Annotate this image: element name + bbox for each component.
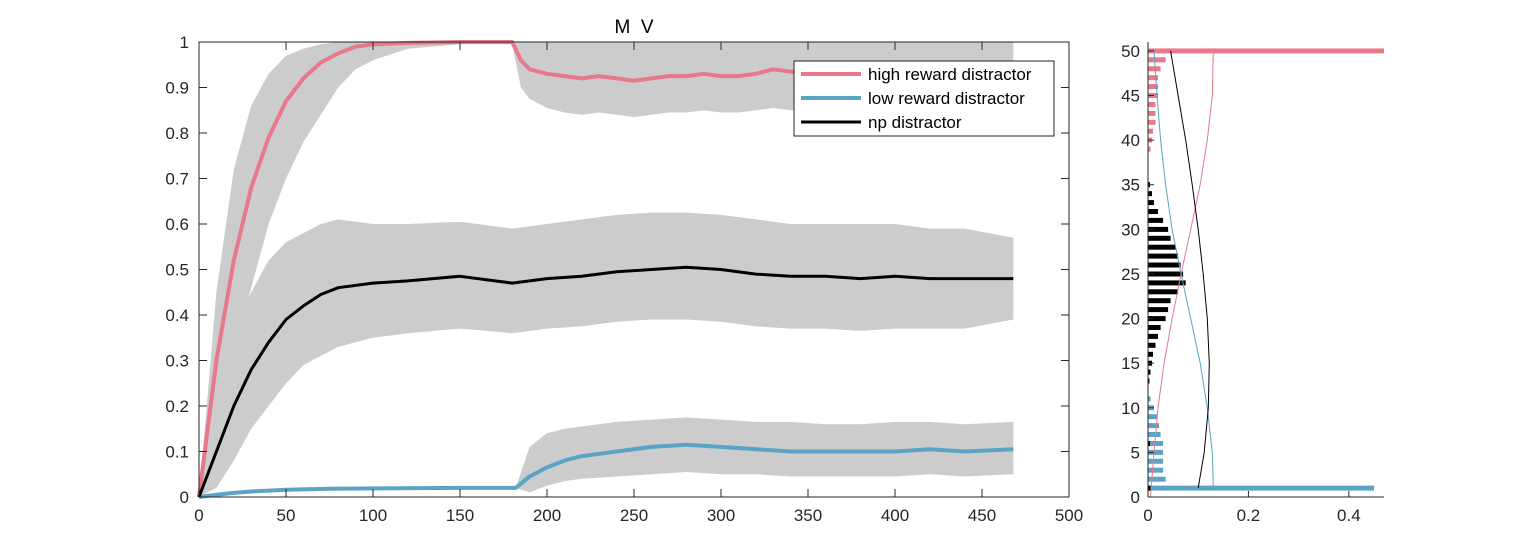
histogram-bar-series-0 <box>1148 48 1384 54</box>
x-tick-label: 350 <box>794 506 822 525</box>
hist-x-tick-label: 0.4 <box>1337 506 1361 525</box>
hist-y-tick-label: 45 <box>1121 87 1140 106</box>
histogram-bar-series-0 <box>1148 57 1166 63</box>
histogram-bar-series-2 <box>1148 200 1154 206</box>
histogram-bar-series-2 <box>1148 441 1150 446</box>
histogram-bar-series-2 <box>1148 316 1166 322</box>
x-tick-label: 200 <box>533 506 561 525</box>
x-tick-label: 300 <box>707 506 735 525</box>
histogram-bar-series-0 <box>1148 102 1156 107</box>
histogram-bar-series-1 <box>1148 485 1374 491</box>
y-tick-label: 0.3 <box>165 352 189 371</box>
y-tick-label: 0.6 <box>165 215 189 234</box>
histogram-bar-series-1 <box>1148 396 1151 402</box>
y-tick-label: 0.5 <box>165 261 189 280</box>
histogram-bar-series-1 <box>1148 449 1164 455</box>
histogram-bar-series-2 <box>1148 262 1181 268</box>
x-tick-label: 500 <box>1055 506 1083 525</box>
hist-y-tick-label: 30 <box>1121 220 1140 239</box>
legend-label-low-reward: low reward distractor <box>868 89 1025 108</box>
histogram-bar-series-0 <box>1148 146 1151 152</box>
histogram-bar-series-0 <box>1148 128 1153 134</box>
hist-y-tick-label: 35 <box>1121 176 1140 195</box>
histogram-bar-series-2 <box>1148 325 1161 330</box>
y-tick-label: 0 <box>180 488 189 507</box>
hist-y-axis-ticks: 0 5 10 15 20 25 30 35 40 45 50 <box>1121 42 1154 507</box>
x-axis-ticks: 0 50 100 150 200 250 300 350 400 450 500 <box>194 42 1083 525</box>
y-tick-label: 0.2 <box>165 397 189 416</box>
x-tick-label: 400 <box>881 506 909 525</box>
histogram-bar-series-2 <box>1148 280 1186 286</box>
histogram-bar-series-1 <box>1148 414 1157 420</box>
histogram-bar-series-2 <box>1148 342 1156 348</box>
confidence-band-series-1 <box>199 417 1014 497</box>
hist-x-tick-label: 0 <box>1143 506 1152 525</box>
hist-y-tick-label: 5 <box>1131 443 1140 462</box>
y-tick-label: 0.9 <box>165 79 189 98</box>
side-histogram-chart: 0 0.2 0.4 0 5 10 15 20 25 30 35 40 45 50 <box>1121 42 1384 525</box>
histogram-bar-series-1 <box>1148 458 1164 464</box>
hist-y-tick-label: 40 <box>1121 131 1140 150</box>
hist-x-tick-label: 0.2 <box>1237 506 1261 525</box>
x-tick-label: 100 <box>359 506 387 525</box>
density-curves <box>1150 50 1214 498</box>
histogram-bar-series-2 <box>1148 217 1164 223</box>
histogram-bar-series-2 <box>1148 253 1179 259</box>
x-tick-label: 50 <box>277 506 296 525</box>
histogram-bar-series-0 <box>1148 66 1161 72</box>
histogram-bar-series-2 <box>1148 333 1158 339</box>
histogram-bar-series-2 <box>1148 307 1169 313</box>
confidence-band-series-2 <box>199 212 1014 497</box>
histogram-bar-series-2 <box>1148 209 1158 214</box>
y-axis-ticks: 0 0.1 0.2 0.3 0.4 0.5 0.6 0.7 0.8 0.9 1 <box>165 33 1069 507</box>
histogram-bar-series-2 <box>1148 378 1150 384</box>
legend: high reward distractor low reward distra… <box>793 60 1055 137</box>
x-tick-label: 250 <box>620 506 648 525</box>
histogram-bar-series-2 <box>1148 298 1171 304</box>
hist-y-tick-label: 15 <box>1121 354 1140 373</box>
histogram-bar-series-1 <box>1148 467 1164 473</box>
hist-x-axis-ticks: 0 0.2 0.4 <box>1143 491 1361 525</box>
x-tick-label: 0 <box>194 506 203 525</box>
hist-y-tick-label: 20 <box>1121 310 1140 329</box>
x-tick-label: 150 <box>446 506 474 525</box>
hist-y-tick-label: 50 <box>1121 42 1140 61</box>
hist-y-tick-label: 25 <box>1121 265 1140 284</box>
y-tick-label: 0.4 <box>165 306 189 325</box>
histogram-bar-series-1 <box>1148 441 1164 446</box>
histogram-bar-series-2 <box>1148 226 1169 232</box>
y-tick-label: 0.1 <box>165 443 189 462</box>
legend-label-high-reward: high reward distractor <box>868 65 1032 84</box>
y-tick-label: 0.7 <box>165 170 189 189</box>
histogram-bar-series-2 <box>1148 244 1176 250</box>
histogram-bar-series-1 <box>1148 432 1161 437</box>
y-tick-label: 1 <box>180 33 189 52</box>
y-tick-label: 0.8 <box>165 124 189 143</box>
histogram-bar-series-0 <box>1148 110 1156 116</box>
density-curve-1 <box>1153 50 1214 489</box>
x-tick-label: 450 <box>968 506 996 525</box>
series-line-2 <box>197 265 1014 498</box>
histogram-bar-series-0 <box>1148 119 1156 125</box>
histogram-bar-series-2 <box>1148 235 1171 241</box>
histogram-bar-series-1 <box>1148 423 1159 429</box>
histogram-bar-series-2 <box>1148 351 1153 357</box>
histogram-bar-series-2 <box>1148 369 1151 375</box>
hist-y-tick-label: 0 <box>1131 488 1140 507</box>
chart-title: M V <box>614 17 653 38</box>
main-line-chart: 0 50 100 150 200 250 300 350 400 450 500 0 0.1 0.2 0.… <box>165 17 1083 525</box>
histogram-bar-series-1 <box>1148 476 1166 482</box>
histogram-bar-series-0 <box>1148 75 1158 81</box>
histogram-bar-series-2 <box>1148 271 1184 277</box>
histogram-bar-series-0 <box>1148 84 1158 90</box>
histogram-bar-series-2 <box>1148 485 1151 491</box>
legend-label-np: np distractor <box>868 113 962 132</box>
histogram-bars <box>1148 48 1384 491</box>
histogram-bar-series-2 <box>1148 191 1152 197</box>
histogram-bar-series-2 <box>1148 289 1179 295</box>
hist-axes-background <box>1148 42 1384 497</box>
hist-y-tick-label: 10 <box>1121 399 1140 418</box>
density-curve-2 <box>1170 50 1210 489</box>
